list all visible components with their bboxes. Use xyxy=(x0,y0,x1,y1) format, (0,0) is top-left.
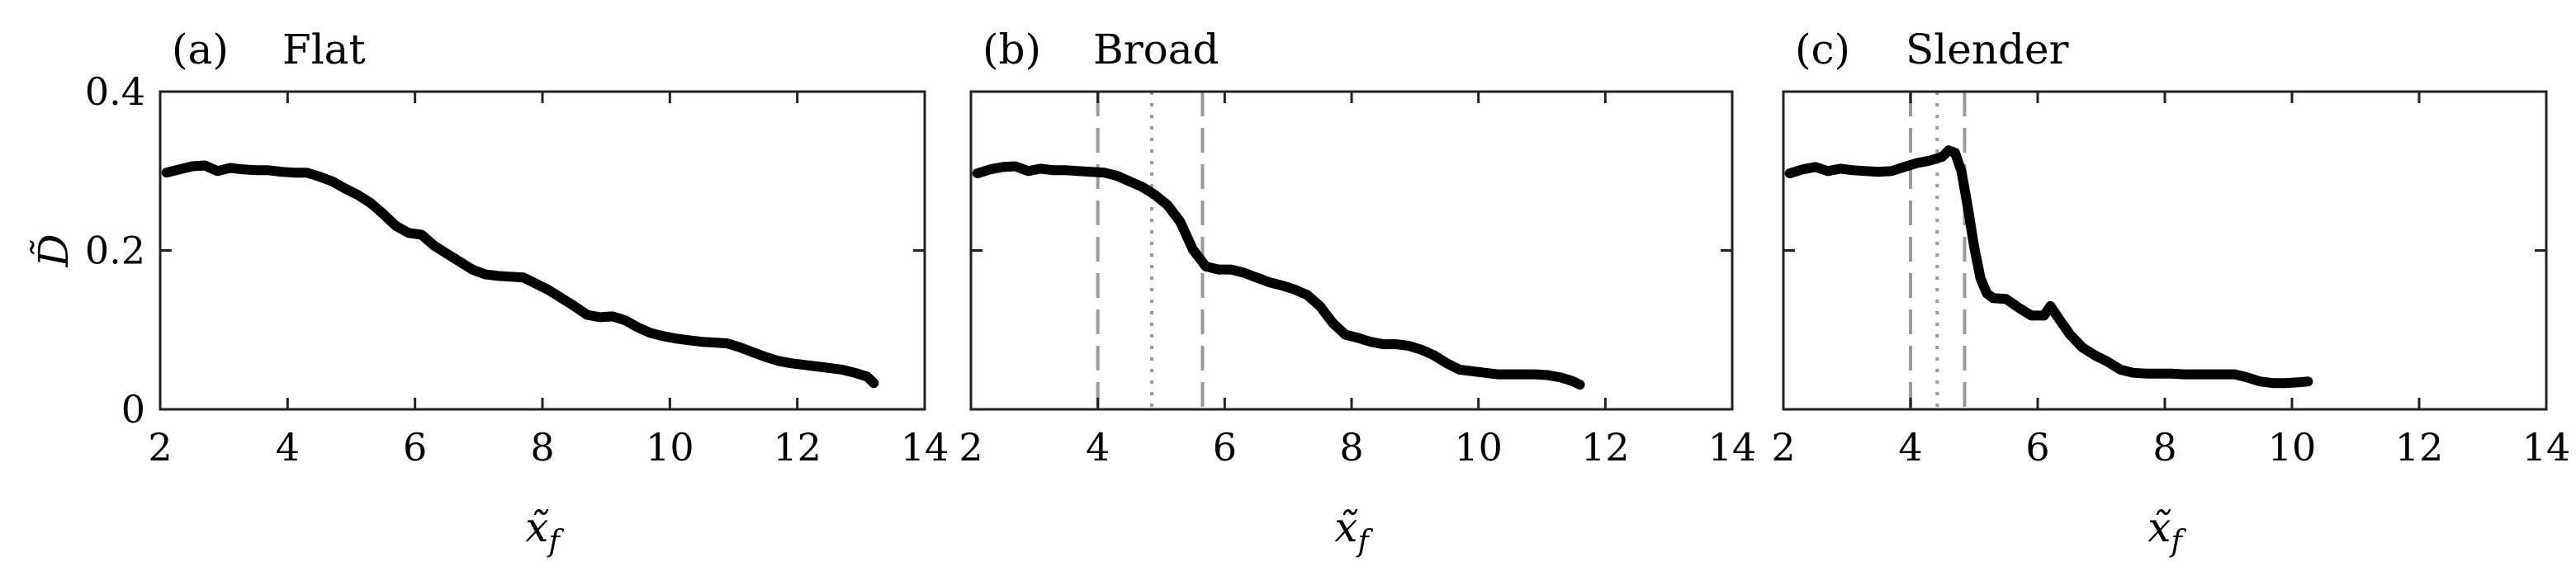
y-tick-label: 0.2 xyxy=(85,229,145,273)
x-axis-label: x̃f xyxy=(1334,503,1373,559)
series-line-0 xyxy=(972,161,1585,390)
x-tick-label: 12 xyxy=(773,425,822,470)
x-tick-label: 12 xyxy=(2395,425,2444,470)
plot-frame xyxy=(1782,90,2548,411)
y-tick-label: 0 xyxy=(121,387,145,432)
panel-title: Broad xyxy=(1093,26,1219,73)
x-tick-label: 14 xyxy=(2522,425,2571,470)
y-axis-label: D̃ xyxy=(29,234,78,267)
x-tick-label: 10 xyxy=(646,425,694,470)
panel-slender: 2 4 6 8 10 12 14 (c) Slender x̃f xyxy=(1771,26,2570,559)
panel-flat: 2 4 6 8 10 12 14 0 0.2 0.4 (a) Flat x̃f D̃ xyxy=(29,26,949,559)
panel-label: (b) xyxy=(983,26,1041,73)
x-tick-label: 14 xyxy=(901,425,949,470)
x-tick-label: 8 xyxy=(2152,425,2176,470)
plot-frame xyxy=(969,90,1734,411)
x-tick-label: 2 xyxy=(959,425,983,470)
panel-label: (a) xyxy=(172,26,229,73)
x-tick-label: 8 xyxy=(1339,425,1363,470)
x-tick-label: 6 xyxy=(2025,425,2049,470)
x-tick-label: 2 xyxy=(1771,425,1795,470)
x-tick-label: 12 xyxy=(1581,425,1630,470)
panel-title: Flat xyxy=(282,26,366,73)
x-tick-label: 10 xyxy=(2268,425,2317,470)
x-tick-label: 4 xyxy=(1898,425,1922,470)
x-tick-label: 6 xyxy=(1213,425,1237,470)
series-line-0 xyxy=(1784,145,2313,389)
x-axis-label: x̃f xyxy=(525,503,564,559)
y-tick-label: 0.4 xyxy=(85,69,145,114)
x-tick-label: 10 xyxy=(1454,425,1503,470)
x-tick-label: 14 xyxy=(1708,425,1757,470)
panel-label: (c) xyxy=(1795,26,1850,73)
x-axis-label: x̃f xyxy=(2147,503,2186,559)
x-tick-label: 2 xyxy=(148,425,172,470)
panel-broad: 2 4 6 8 10 12 14 (b) Broad x̃f xyxy=(959,26,1756,559)
series-line-0 xyxy=(161,160,879,389)
panel-title: Slender xyxy=(1906,26,2069,73)
x-tick-label: 4 xyxy=(276,425,300,470)
x-tick-label: 6 xyxy=(403,425,427,470)
x-tick-label: 4 xyxy=(1086,425,1110,470)
x-tick-label: 8 xyxy=(530,425,554,470)
